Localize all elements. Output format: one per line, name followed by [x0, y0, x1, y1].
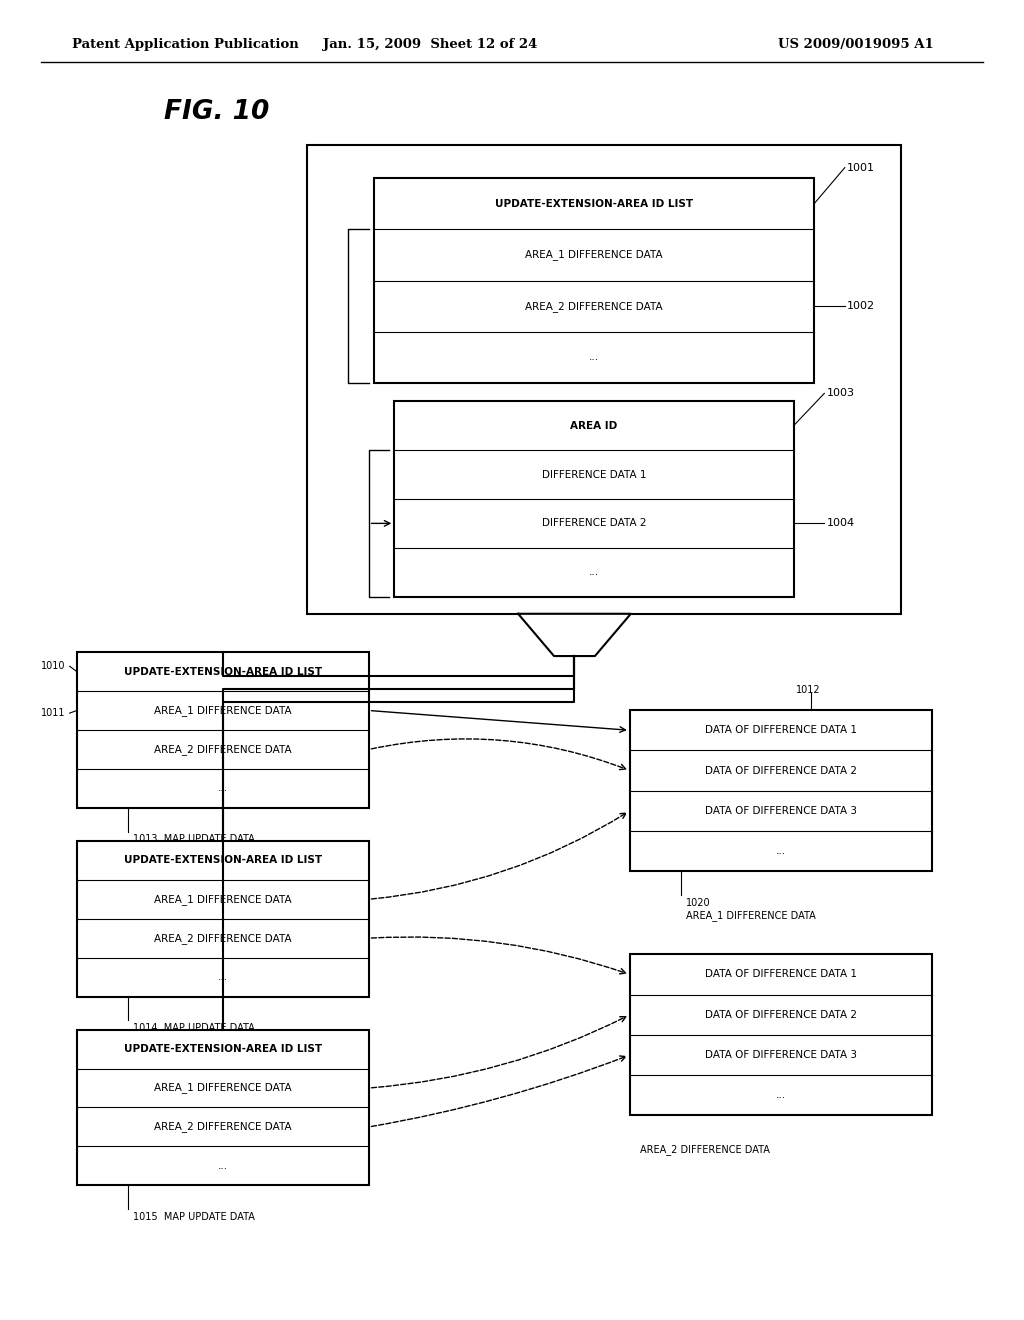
Text: Patent Application Publication: Patent Application Publication — [72, 38, 298, 51]
Text: ...: ... — [218, 1160, 227, 1171]
Bar — [77, 841, 369, 997]
Text: AREA_2 DIFFERENCE DATA: AREA_2 DIFFERENCE DATA — [154, 933, 292, 944]
Text: AREA_1 DIFFERENCE DATA: AREA_1 DIFFERENCE DATA — [525, 249, 663, 260]
Text: Jan. 15, 2009  Sheet 12 of 24: Jan. 15, 2009 Sheet 12 of 24 — [323, 38, 538, 51]
Text: 1002: 1002 — [847, 301, 874, 312]
Polygon shape — [518, 614, 631, 656]
Text: AREA_1 DIFFERENCE DATA: AREA_1 DIFFERENCE DATA — [154, 894, 292, 904]
Text: AREA_2 DIFFERENCE DATA: AREA_2 DIFFERENCE DATA — [640, 1144, 770, 1155]
Text: DATA OF DIFFERENCE DATA 1: DATA OF DIFFERENCE DATA 1 — [705, 725, 857, 735]
Text: US 2009/0019095 A1: US 2009/0019095 A1 — [778, 38, 934, 51]
Text: FIG. 10: FIG. 10 — [164, 99, 269, 125]
Text: UPDATE-EXTENSION-AREA ID LIST: UPDATE-EXTENSION-AREA ID LIST — [495, 199, 693, 209]
Text: AREA ID: AREA ID — [570, 421, 617, 430]
Text: AREA_1 DIFFERENCE DATA: AREA_1 DIFFERENCE DATA — [154, 1082, 292, 1093]
Text: 1003: 1003 — [826, 388, 854, 399]
Text: AREA_2 DIFFERENCE DATA: AREA_2 DIFFERENCE DATA — [154, 1122, 292, 1133]
Text: 1014  MAP UPDATE DATA: 1014 MAP UPDATE DATA — [133, 1023, 255, 1034]
Text: 1015  MAP UPDATE DATA: 1015 MAP UPDATE DATA — [133, 1212, 255, 1222]
Text: ...: ... — [218, 783, 227, 793]
Bar — [307, 145, 901, 614]
Text: DATA OF DIFFERENCE DATA 3: DATA OF DIFFERENCE DATA 3 — [705, 1049, 857, 1060]
Text: 1020
AREA_1 DIFFERENCE DATA: 1020 AREA_1 DIFFERENCE DATA — [686, 898, 816, 921]
Bar — [374, 178, 814, 383]
Text: DATA OF DIFFERENCE DATA 1: DATA OF DIFFERENCE DATA 1 — [705, 969, 857, 979]
Bar — [77, 1030, 369, 1185]
Text: 1004: 1004 — [826, 519, 854, 528]
Text: 1001: 1001 — [847, 162, 874, 173]
Bar — [630, 710, 932, 871]
Text: DATA OF DIFFERENCE DATA 3: DATA OF DIFFERENCE DATA 3 — [705, 805, 857, 816]
Bar — [630, 954, 932, 1115]
Text: 1010: 1010 — [41, 661, 66, 672]
Text: UPDATE-EXTENSION-AREA ID LIST: UPDATE-EXTENSION-AREA ID LIST — [124, 667, 322, 677]
Text: 1013  MAP UPDATE DATA: 1013 MAP UPDATE DATA — [133, 834, 255, 845]
Text: ...: ... — [218, 972, 227, 982]
Text: ...: ... — [776, 1090, 785, 1101]
Text: DIFFERENCE DATA 2: DIFFERENCE DATA 2 — [542, 519, 646, 528]
Bar — [394, 401, 794, 597]
Text: AREA_2 DIFFERENCE DATA: AREA_2 DIFFERENCE DATA — [525, 301, 663, 312]
Text: ...: ... — [776, 846, 785, 857]
Text: UPDATE-EXTENSION-AREA ID LIST: UPDATE-EXTENSION-AREA ID LIST — [124, 1044, 322, 1055]
Text: UPDATE-EXTENSION-AREA ID LIST: UPDATE-EXTENSION-AREA ID LIST — [124, 855, 322, 866]
Bar — [77, 652, 369, 808]
Text: 1012: 1012 — [796, 685, 820, 696]
Text: DATA OF DIFFERENCE DATA 2: DATA OF DIFFERENCE DATA 2 — [705, 766, 857, 776]
Text: DIFFERENCE DATA 1: DIFFERENCE DATA 1 — [542, 470, 646, 479]
Text: ...: ... — [589, 568, 599, 577]
Text: DATA OF DIFFERENCE DATA 2: DATA OF DIFFERENCE DATA 2 — [705, 1010, 857, 1020]
Text: 1011: 1011 — [41, 708, 66, 718]
Text: AREA_1 DIFFERENCE DATA: AREA_1 DIFFERENCE DATA — [154, 705, 292, 715]
Text: AREA_2 DIFFERENCE DATA: AREA_2 DIFFERENCE DATA — [154, 744, 292, 755]
Text: ...: ... — [589, 352, 599, 362]
